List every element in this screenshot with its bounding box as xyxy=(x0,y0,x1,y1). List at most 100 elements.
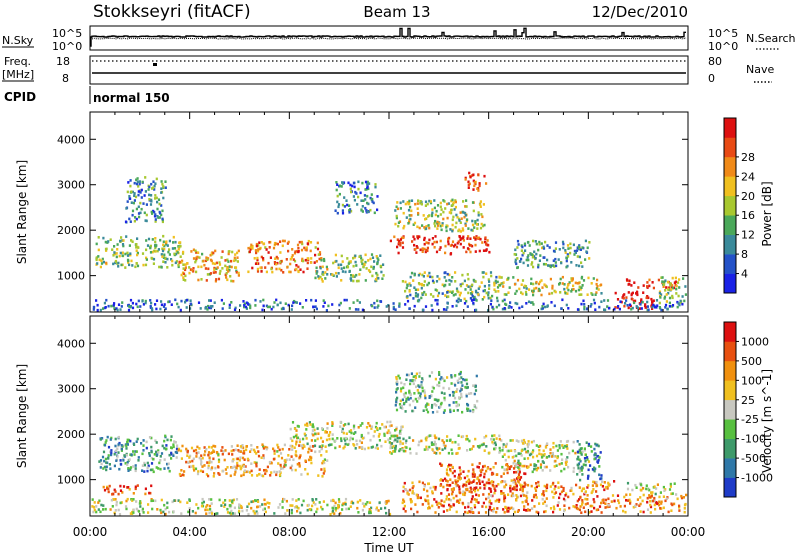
velocity-cell xyxy=(525,496,529,500)
velocity-cell xyxy=(117,451,120,454)
power-cell xyxy=(525,302,528,305)
velocity-cell xyxy=(417,396,420,400)
velocity-cell xyxy=(412,492,416,495)
velocity-cell xyxy=(542,492,545,495)
power-cell xyxy=(425,227,428,230)
power-cell xyxy=(230,265,233,269)
power-cell xyxy=(548,264,551,267)
power-cell xyxy=(452,215,455,219)
power-cell xyxy=(247,246,250,250)
velocity-cell xyxy=(671,492,674,495)
power-cell xyxy=(670,286,673,290)
velocity-cell xyxy=(518,476,521,479)
velocity-cell xyxy=(534,486,537,490)
velocity-cell xyxy=(295,454,298,458)
power-cell xyxy=(505,293,508,296)
velocity-cell xyxy=(322,460,325,463)
power-cell xyxy=(447,295,450,298)
power-cell xyxy=(224,259,227,262)
velocity-cell xyxy=(403,504,406,508)
velocity-cell xyxy=(443,379,446,383)
power-cell xyxy=(458,235,462,239)
velocity-cell xyxy=(205,448,208,451)
velocity-cell xyxy=(437,437,441,441)
velocity-cell xyxy=(580,453,583,456)
power-cell xyxy=(478,249,481,253)
power-cell xyxy=(133,194,136,197)
velocity-cell xyxy=(586,458,589,461)
power-cell xyxy=(135,217,138,221)
power-cell xyxy=(573,249,576,253)
velocity-cell xyxy=(212,475,215,478)
velocity-colorbar-swatch xyxy=(724,341,736,362)
velocity-cell xyxy=(473,498,476,501)
velocity-cell xyxy=(242,473,245,477)
power-cell xyxy=(341,203,344,207)
velocity-cell xyxy=(471,463,474,466)
velocity-cell xyxy=(395,400,398,404)
velocity-cell xyxy=(313,444,317,448)
velocity-cell xyxy=(126,440,129,444)
power-cell xyxy=(476,227,479,230)
power-cell xyxy=(158,202,161,206)
velocity-cell xyxy=(412,399,415,403)
velocity-cell xyxy=(405,446,408,449)
velocity-cell xyxy=(264,510,267,514)
power-cell xyxy=(158,216,161,219)
power-cell xyxy=(584,258,587,261)
velocity-cell xyxy=(477,511,480,514)
power-cell xyxy=(574,251,577,254)
power-cell xyxy=(423,226,426,229)
velocity-cell xyxy=(152,457,155,461)
power-cell xyxy=(537,282,541,286)
power-cell xyxy=(365,267,368,270)
velocity-cell xyxy=(624,510,627,514)
velocity-cell xyxy=(440,499,443,502)
velocity-cell xyxy=(502,443,505,446)
velocity-cell xyxy=(352,427,356,430)
power-cell xyxy=(171,259,174,263)
velocity-cell xyxy=(519,452,522,456)
velocity-cell xyxy=(543,484,546,488)
velocity-cell xyxy=(404,391,407,395)
velocity-cell xyxy=(537,466,540,470)
power-cell xyxy=(221,250,224,253)
power-cell xyxy=(131,209,135,213)
velocity-cell xyxy=(453,396,457,400)
power-cell xyxy=(467,180,470,184)
power-cell xyxy=(451,276,454,279)
velocity-cell xyxy=(440,504,443,507)
freq-top-tick: 18 xyxy=(56,55,70,68)
velocity-cell xyxy=(460,381,463,384)
power-cell xyxy=(467,235,470,238)
power-cell xyxy=(163,303,166,306)
velocity-cell xyxy=(417,443,420,447)
power-cell xyxy=(426,246,429,250)
power-cell xyxy=(642,291,645,294)
velocity-xticks xyxy=(89,316,689,516)
power-cell xyxy=(120,236,123,239)
power-cell xyxy=(514,292,517,295)
velocity-cell xyxy=(457,447,460,450)
power-cell xyxy=(256,249,260,253)
power-cell xyxy=(195,257,198,260)
power-cell xyxy=(174,240,177,244)
velocity-cell xyxy=(255,452,258,455)
velocity-cell xyxy=(421,481,424,485)
power-cell xyxy=(338,303,341,307)
velocity-cell xyxy=(445,439,448,442)
velocity-cell xyxy=(439,377,442,381)
power-cell xyxy=(663,295,667,299)
power-cell xyxy=(563,287,566,291)
power-cell xyxy=(99,265,102,269)
power-cell xyxy=(327,304,330,308)
velocity-cell xyxy=(513,510,516,514)
velocity-cell xyxy=(557,501,560,504)
power-cell xyxy=(567,307,570,310)
velocity-cell xyxy=(147,464,150,468)
velocity-cell xyxy=(113,488,116,492)
power-cell xyxy=(135,178,138,182)
velocity-cell xyxy=(171,500,174,504)
power-cell xyxy=(162,243,165,247)
power-cell xyxy=(354,308,358,311)
